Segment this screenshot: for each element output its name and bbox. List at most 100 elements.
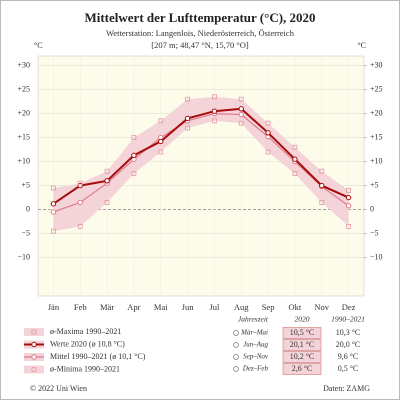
point [211,108,218,114]
x-tick-label: Aug [234,302,249,312]
range-band [53,96,349,232]
series-line [52,107,349,205]
marker [212,94,217,100]
table-season: Sep–Nov [243,353,269,361]
y2-tick-label: +15 [370,132,383,141]
marker [238,96,244,102]
y2-tick-label: +30 [370,60,383,69]
legend-swatch [24,328,44,336]
table-cell-box [282,339,322,351]
y-tick-label: −10 [17,252,30,261]
y-axis-label: °C [34,41,43,50]
marker [158,118,164,124]
point [265,130,271,136]
table-value: 10,3 °C [336,328,361,337]
x-tick-label: Nov [314,302,329,312]
marker [131,135,137,141]
table-cell-box [282,327,322,339]
point [158,138,164,145]
marker [104,168,110,174]
x-tick-label: Jul [209,302,220,312]
table-value: 10,5 °C [290,328,315,337]
y-tick-label: +15 [17,132,30,141]
x-tick-label: Mär [100,302,114,312]
marker [265,149,271,155]
table-header: 2020 [295,315,310,324]
point [77,199,83,206]
table-cell-box [282,351,322,363]
point [50,209,57,215]
subtitle: Wetterstation: Langenlois, Niederösterre… [106,28,295,38]
y-tick-label: −5 [21,228,30,237]
table-value: 20,1 °C [290,340,315,349]
x-tick-label: Okt [289,302,302,312]
marker [319,168,325,174]
y-tick-label: 0 [26,204,30,213]
legend-label: ø-Maxima 1990–2021 [50,327,121,336]
x-tick-label: Jän [48,302,60,312]
point [319,182,325,189]
legend-label: ø-Minima 1990–2021 [50,364,120,373]
table-header: Jahreszeit [238,315,269,324]
marker [104,199,110,205]
series-line [53,112,349,213]
marker [158,149,164,155]
y-tick-label: +30 [17,60,30,69]
y2-tick-label: +5 [370,180,379,189]
marker [131,171,137,177]
x-tick-label: Feb [74,302,87,312]
x-tick-label: Dez [342,302,356,312]
table-header: 1990–2021 [331,315,365,324]
x-tick-label: Sep [262,302,275,312]
marker [292,144,298,150]
point [184,115,191,122]
x-tick-label: Mai [154,302,168,312]
legend-marker [31,329,37,335]
point [345,203,352,209]
table-season: Jun–Aug [243,341,268,349]
legend-label: Werte 2020 (ø 10,8 °C) [50,339,125,348]
point [131,152,137,159]
marker [77,223,83,229]
marker [51,228,56,234]
y-tick-label: +25 [17,84,30,93]
legend-point [31,354,37,360]
point [345,194,352,201]
marker [77,180,83,186]
table-value: 20,0 °C [336,340,361,349]
table-value: 2,6 °C [292,364,313,373]
point [50,201,57,207]
y-tick-label: +10 [17,156,30,165]
subtitle: [207 m; 48,47 °N, 15,70 °O] [151,40,249,50]
season-icon [233,342,239,348]
y-tick-label: +5 [21,180,30,189]
marker [185,96,190,102]
legend-point [31,341,37,348]
season-icon [233,366,239,372]
marker [319,199,325,205]
point [292,156,298,162]
marker [238,120,244,126]
y2-tick-label: −10 [370,252,383,261]
x-tick-label: Jun [182,302,195,312]
marker [51,185,56,191]
table-value: 0,5 °C [338,364,359,373]
credit: © 2022 Uni Wien [30,384,87,393]
y2-axis-label: °C [357,41,366,50]
legend-marker [31,367,37,372]
y2-tick-label: 0 [370,204,374,213]
x-tick-label: Apr [127,302,140,312]
marker [292,171,298,177]
marker [212,118,217,124]
marker [265,120,271,126]
y2-tick-label: −5 [370,228,379,237]
season-icon [233,330,239,336]
source: Daten: ZAMG [323,384,370,393]
point [238,106,244,112]
legend-swatch [24,365,44,374]
y2-tick-label: +25 [370,84,383,93]
legend-label: Mittel 1990–2021 (ø 10,1 °C) [50,352,146,361]
y2-tick-label: +20 [370,108,383,117]
table-cell-box [282,363,322,375]
